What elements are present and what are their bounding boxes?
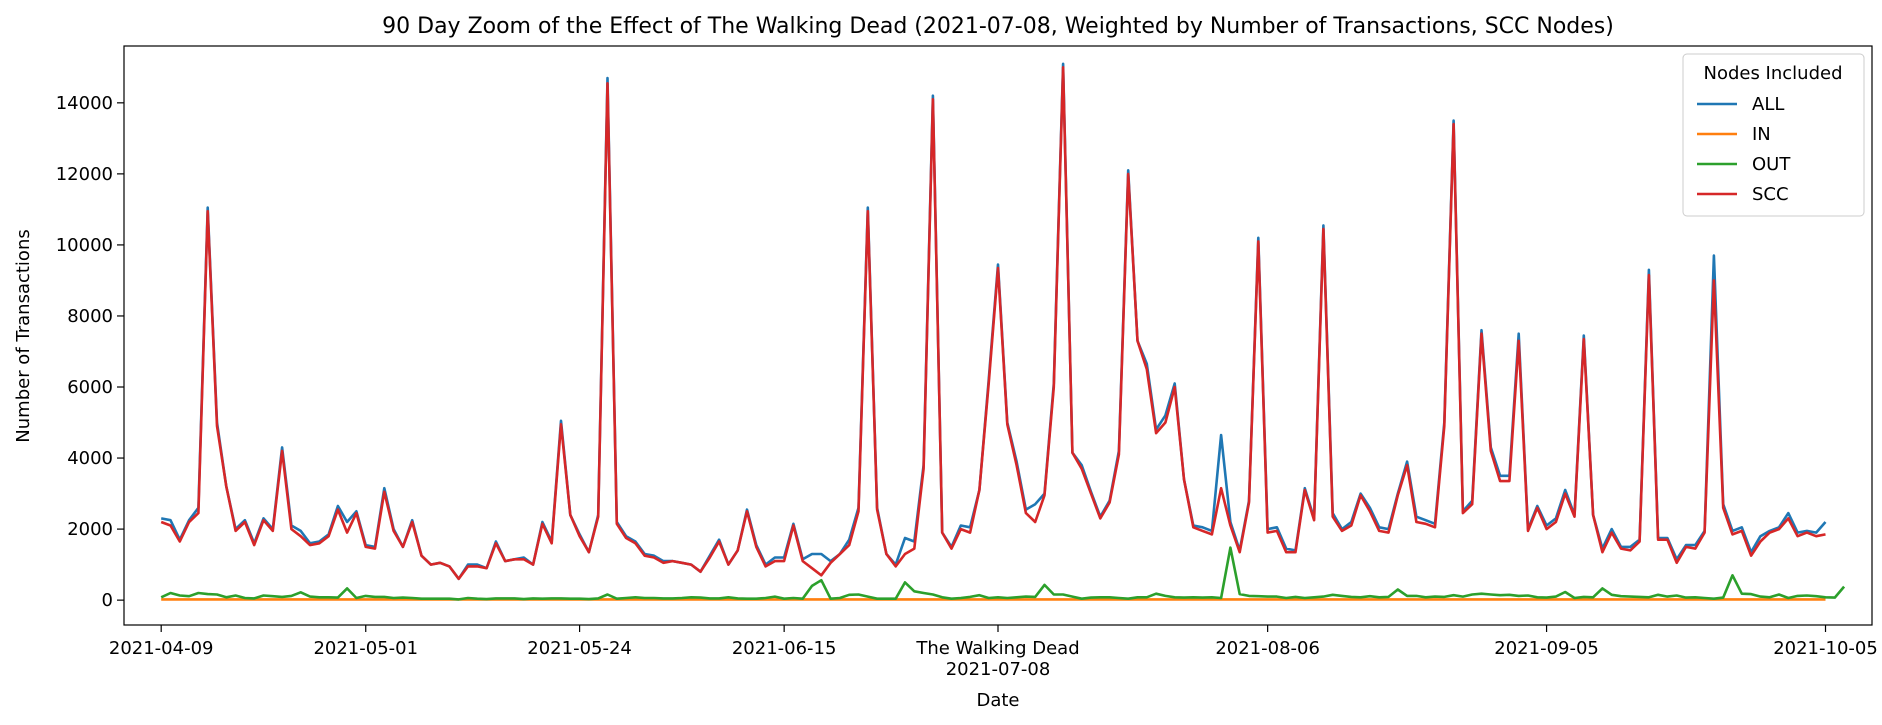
series-layer — [160, 62, 1846, 601]
y-tick-label: 0 — [102, 590, 113, 611]
x-axis-label: Date — [976, 690, 1019, 711]
y-tick-label: 12000 — [56, 164, 113, 185]
y-tick-label: 6000 — [67, 377, 113, 398]
y-axis-label: Number of Transactions — [13, 229, 34, 442]
x-tick-label: 2021-05-01 — [313, 638, 418, 659]
legend-box — [1682, 53, 1865, 217]
y-tick-label: 14000 — [56, 93, 113, 114]
y-axis: 0 2000 4000 6000 8000 10000 12000 14000 — [56, 93, 124, 611]
legend-items: ALL IN OUT SCC — [1697, 94, 1791, 205]
x-tick-label-line2: 2021-07-08 — [946, 659, 1051, 680]
x-tick-label: 2021-05-24 — [527, 638, 632, 659]
plot-frame — [123, 45, 1873, 626]
legend-title: Nodes Included — [1703, 63, 1842, 84]
x-tick-label: 2021-09-05 — [1494, 638, 1599, 659]
y-tick-label: 10000 — [56, 235, 113, 256]
legend-label-all: ALL — [1752, 94, 1784, 115]
x-tick-label: 2021-10-05 — [1773, 638, 1878, 659]
x-tick-label: 2021-08-06 — [1215, 638, 1320, 659]
legend-label-in: IN — [1752, 124, 1771, 145]
y-tick-label: 4000 — [67, 448, 113, 469]
legend: Nodes Included ALL IN OUT SCC — [1682, 53, 1865, 217]
x-tick-label: 2021-06-15 — [732, 638, 837, 659]
series-line-out — [160, 546, 1846, 601]
chart-title: 90 Day Zoom of the Effect of The Walking… — [382, 14, 1614, 39]
y-tick-label: 8000 — [67, 306, 113, 327]
x-axis: 2021-04-09 2021-05-01 2021-05-24 2021-06-15… — [109, 625, 1878, 680]
legend-label-out: OUT — [1752, 154, 1791, 175]
y-tick-label: 2000 — [67, 519, 113, 540]
x-tick-label: The Walking Dead — [915, 638, 1079, 659]
x-tick-label: 2021-04-09 — [109, 638, 214, 659]
legend-label-scc: SCC — [1752, 184, 1789, 205]
series-line-scc — [160, 66, 1826, 581]
